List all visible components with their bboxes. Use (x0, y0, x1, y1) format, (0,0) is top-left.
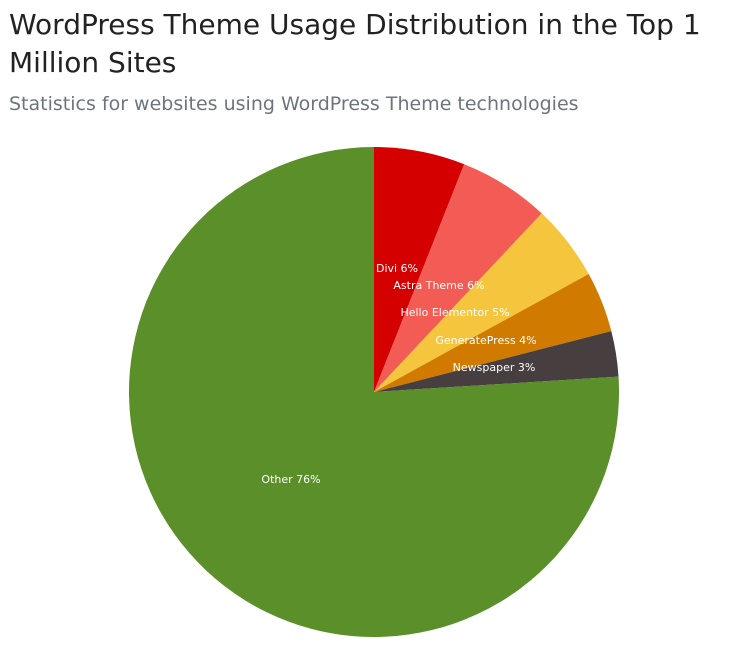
slice-label-hello-elementor: Hello Elementor 5% (400, 306, 509, 319)
pie-slice-newspaper[interactable] (374, 331, 619, 392)
pie-slice-hello-elementor[interactable] (374, 213, 589, 392)
pie-slices (129, 147, 620, 637)
slice-label-astra-theme: Astra Theme 6% (393, 279, 484, 292)
slice-label-newspaper: Newspaper 3% (453, 361, 536, 374)
chart-subtitle: Statistics for websites using WordPress … (9, 93, 579, 115)
pie-labels: Divi 6% Astra Theme 6% Hello Elementor 5% G… (261, 262, 536, 486)
slice-label-generatepress: GeneratePress 4% (435, 334, 536, 347)
pie-slice-generatepress[interactable] (374, 273, 612, 392)
slice-label-divi: Divi 6% (376, 262, 418, 275)
slice-label-other: Other 76% (261, 473, 320, 486)
pie-slice-other[interactable] (129, 147, 620, 637)
pie-slice-divi[interactable] (374, 147, 465, 392)
pie-slice-astra-theme[interactable] (374, 164, 542, 392)
chart-title: WordPress Theme Usage Distribution in th… (9, 8, 701, 79)
